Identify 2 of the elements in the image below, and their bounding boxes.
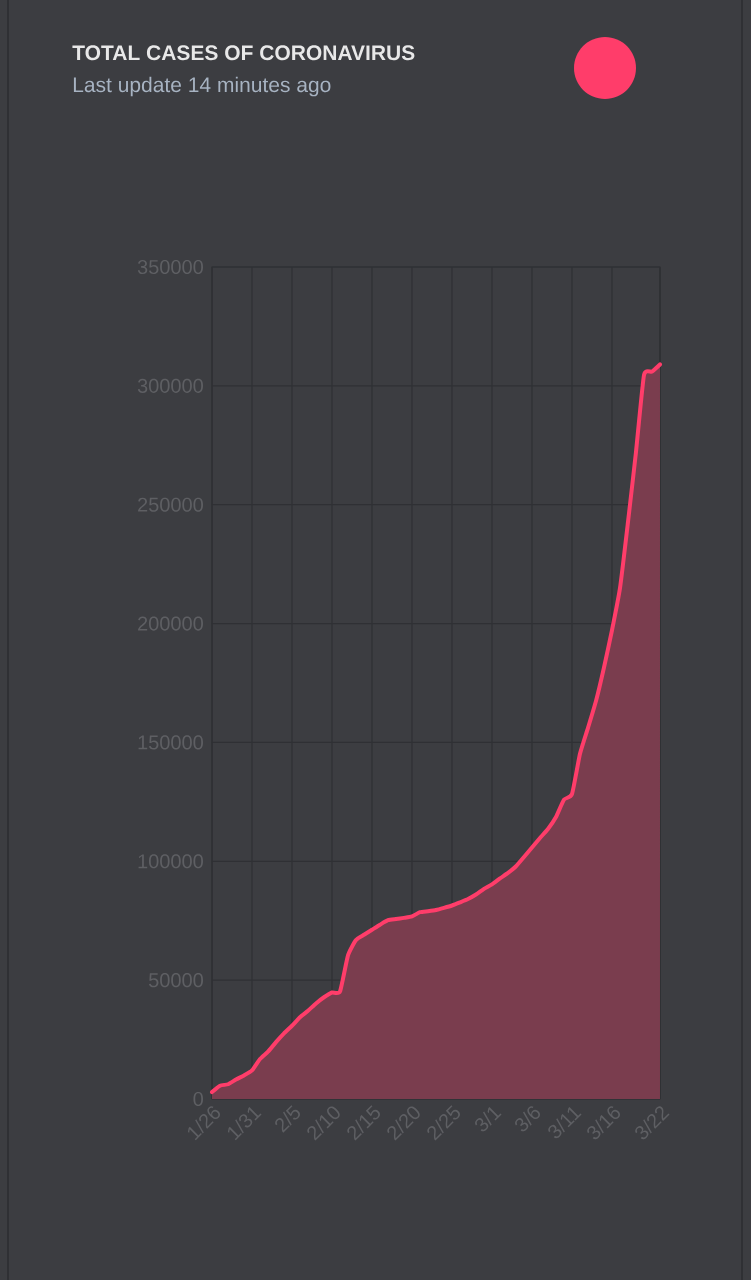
chart-subtitle: Last update 14 minutes ago	[73, 76, 331, 97]
chart-title: TOTAL CASES OF CORONAVIRUS	[72, 45, 415, 61]
